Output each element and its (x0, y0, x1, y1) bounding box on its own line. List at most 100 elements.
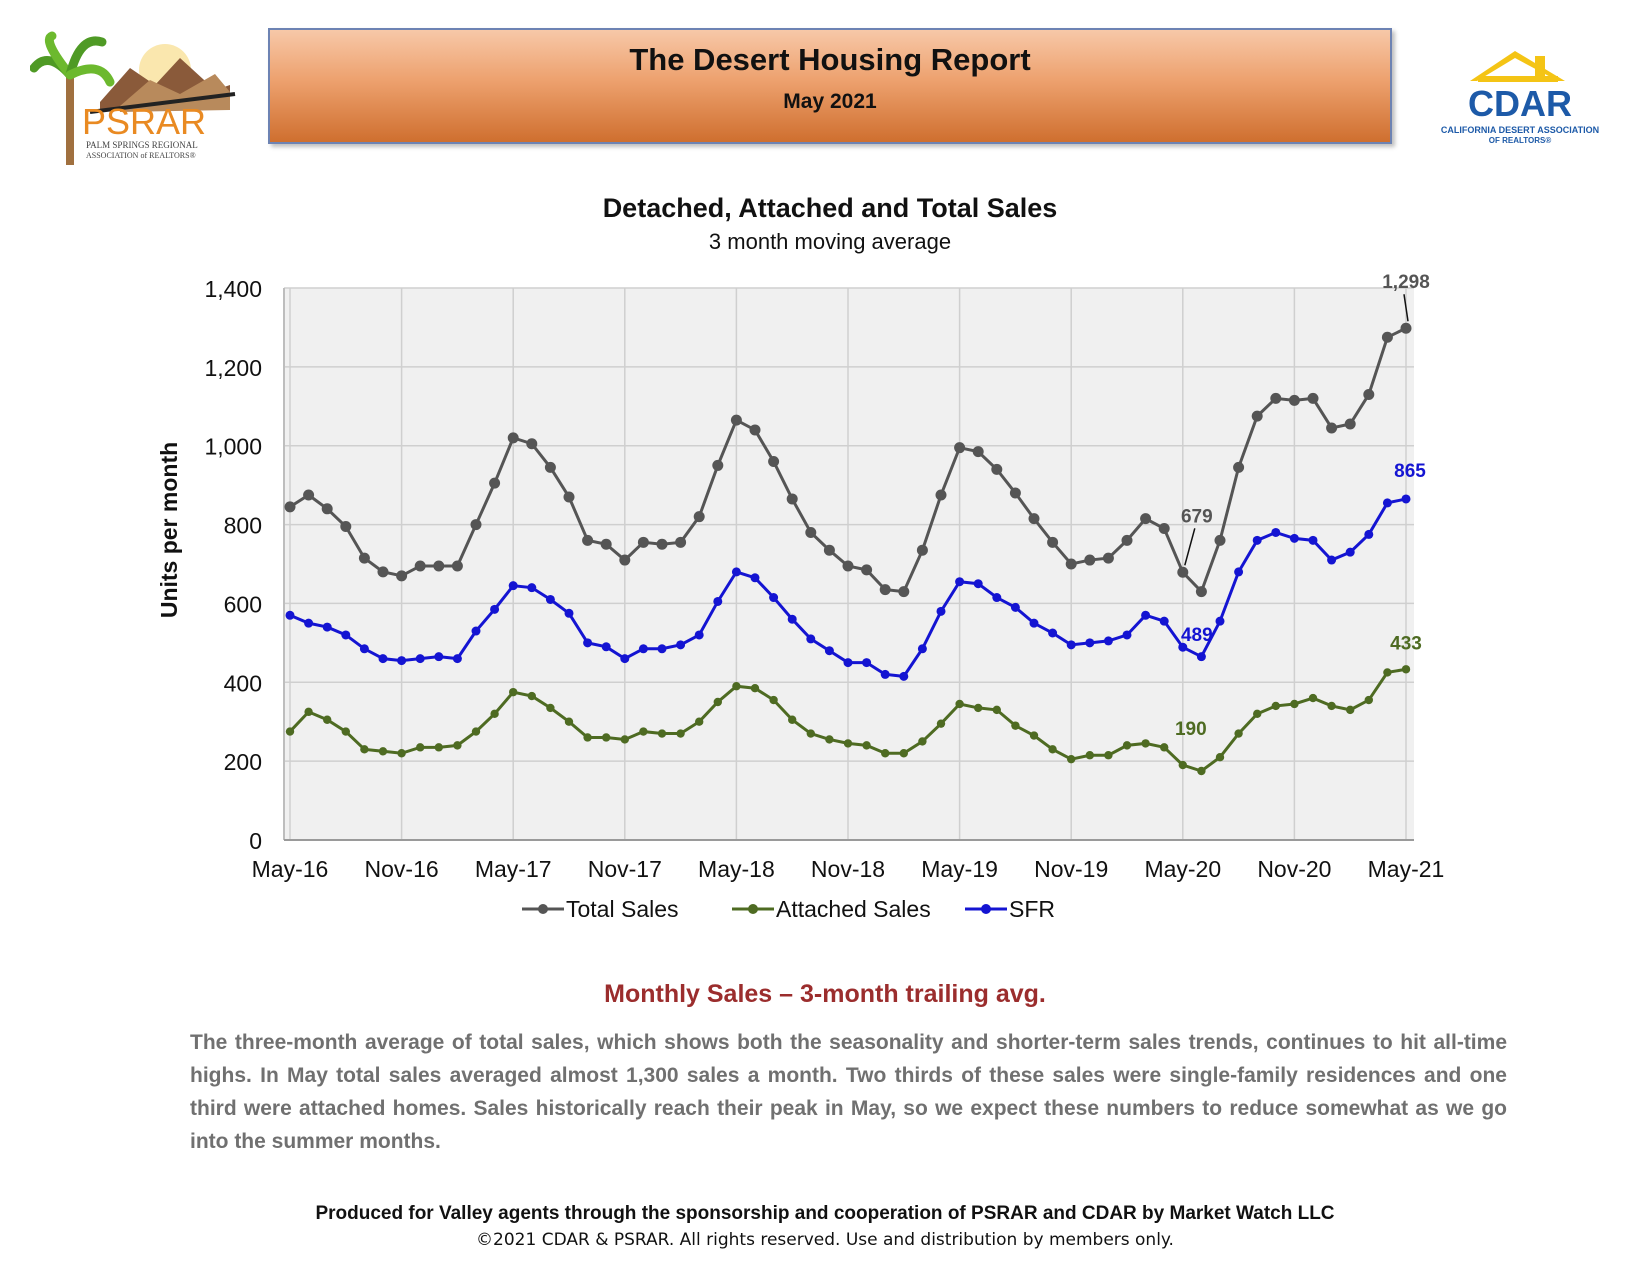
sfr-point (378, 654, 388, 664)
sfr-point (731, 567, 741, 577)
total-sales-point (954, 442, 966, 454)
attached-sales-point (1178, 760, 1188, 770)
attached-sales-point (769, 695, 778, 705)
total-sales-point (544, 461, 556, 473)
attached-sales-point (1122, 741, 1132, 750)
cdar-logo-name: CDAR (1468, 83, 1572, 124)
sfr-point (1141, 610, 1151, 620)
total-sales-point (563, 491, 575, 503)
x-tick-label: May-16 (252, 856, 329, 882)
data-label: 1,298 (1382, 272, 1430, 293)
annotation-leader (1403, 294, 1409, 322)
attached-sales-point (1141, 739, 1150, 748)
sfr-point (1103, 636, 1113, 646)
attached-sales-point (1048, 745, 1057, 754)
sfr-point (1085, 638, 1095, 648)
y-axis-label: Units per month (156, 442, 182, 618)
total-sales-point (1344, 418, 1356, 430)
total-sales-point (340, 521, 352, 533)
attached-sales-point (509, 687, 518, 697)
total-sales-point (768, 455, 780, 467)
total-sales-point (526, 438, 538, 450)
sfr-point (694, 630, 704, 640)
sales-line-chart: Detached, Attached and Total Sales 3 mon… (156, 195, 1445, 922)
attached-sales-point (657, 729, 667, 738)
y-tick-label: 1,200 (204, 355, 262, 381)
total-sales-point (582, 534, 594, 546)
total-sales-point (451, 560, 463, 572)
attached-sales-point (1364, 695, 1374, 705)
sfr-point (1215, 616, 1225, 626)
attached-sales-point (639, 727, 648, 736)
total-sales-point (1363, 388, 1375, 400)
total-sales-point (1009, 487, 1021, 499)
sfr-point (583, 638, 593, 648)
total-sales-point (470, 519, 482, 531)
sfr-point (1345, 547, 1355, 557)
y-tick-label: 0 (249, 828, 262, 854)
attached-sales-point (1160, 743, 1169, 752)
total-sales-point (507, 432, 519, 444)
total-sales-point (1158, 523, 1170, 535)
attached-sales-point (1383, 668, 1392, 677)
total-sales-point (1140, 513, 1152, 525)
sfr-point (285, 610, 295, 620)
total-sales-point (637, 536, 649, 548)
sfr-point (359, 644, 369, 654)
total-sales-point (861, 564, 873, 576)
total-sales-point (1195, 586, 1207, 598)
attached-sales-point (453, 741, 462, 750)
attached-sales-point (583, 733, 592, 742)
attached-sales-point (434, 743, 443, 752)
attached-sales-point (1215, 753, 1225, 762)
sfr-point (322, 622, 332, 632)
total-sales-point (321, 503, 333, 515)
x-tick-label: Nov-18 (811, 856, 885, 882)
total-sales-point (1288, 394, 1300, 406)
sfr-point (620, 654, 630, 664)
legend-swatch-marker (748, 904, 758, 914)
chart-subtitle: 3 month moving average (709, 229, 951, 254)
footer-credit: Produced for Valley agents through the s… (315, 1203, 1335, 1224)
sfr-point (787, 614, 797, 624)
data-label: 433 (1390, 633, 1422, 654)
sfr-point (1289, 533, 1299, 543)
total-sales-point (1102, 552, 1114, 564)
total-sales-point (991, 463, 1003, 475)
sfr-point (899, 671, 909, 681)
attached-sales-point (1271, 701, 1281, 711)
sfr-point (527, 583, 537, 593)
sfr-point (1308, 535, 1318, 545)
total-sales-point (619, 554, 631, 566)
legend-swatch-marker (538, 904, 548, 914)
total-sales-point (1251, 410, 1263, 422)
sfr-point (508, 581, 518, 591)
psrar-logo-name: PSRAR (82, 101, 206, 142)
total-sales-point (600, 538, 612, 550)
report-title: The Desert Housing Report (629, 42, 1031, 77)
x-tick-label: Nov-16 (365, 856, 439, 882)
sfr-point (434, 652, 444, 662)
x-tick-label: May-17 (475, 856, 552, 882)
sfr-point (676, 640, 686, 650)
total-sales-point (284, 501, 296, 513)
report-header: The Desert Housing Report May 2021 (268, 28, 1392, 144)
sfr-point (806, 634, 816, 644)
x-tick-label: Nov-19 (1034, 856, 1108, 882)
total-sales-point (898, 586, 910, 598)
total-sales-point (396, 570, 408, 582)
sfr-point (601, 642, 611, 652)
x-tick-label: May-21 (1368, 856, 1445, 882)
attached-sales-point (378, 747, 388, 756)
sfr-point (1234, 567, 1244, 577)
total-sales-point (1121, 534, 1133, 546)
sfr-point (936, 606, 946, 616)
sfr-point (1010, 602, 1020, 612)
cdar-logo-line2: OF REALTORS® (1489, 136, 1552, 145)
sfr-point (304, 618, 314, 628)
y-tick-label: 200 (224, 749, 262, 775)
total-sales-point (805, 526, 817, 538)
total-sales-point (842, 560, 854, 572)
total-sales-point (377, 566, 389, 578)
sfr-point (955, 577, 965, 587)
